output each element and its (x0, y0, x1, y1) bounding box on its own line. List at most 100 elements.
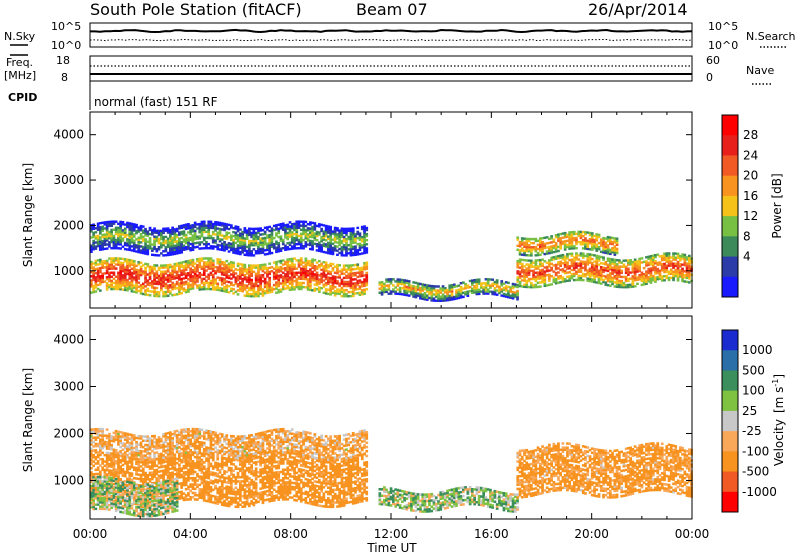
heatmap-cell (293, 243, 296, 246)
heatmap-cell (196, 278, 199, 281)
heatmap-cell (286, 262, 290, 265)
heatmap-cell (516, 266, 520, 269)
heatmap-cell (345, 227, 348, 231)
heatmap-cell (144, 289, 147, 292)
heatmap-cell (105, 288, 109, 291)
heatmap-cell (254, 266, 258, 269)
heatmap-cell (584, 264, 587, 268)
heatmap-cell (681, 253, 684, 256)
heatmap-cell (94, 462, 98, 465)
heatmap-cell (347, 229, 351, 233)
heatmap-cell (322, 232, 326, 235)
heatmap-cell (293, 271, 296, 275)
heatmap-cell (187, 274, 190, 277)
heatmap-cell (180, 271, 183, 274)
heatmap-cell (171, 238, 174, 242)
heatmap-cell (94, 286, 98, 289)
heatmap-cell (504, 289, 508, 292)
heatmap-cell (672, 276, 675, 280)
heatmap-cell (595, 237, 599, 240)
heatmap-cell (205, 257, 208, 260)
heatmap-cell (171, 271, 174, 274)
heatmap-cell (128, 459, 132, 462)
heatmap-cell (611, 278, 614, 282)
heatmap-cell (252, 284, 256, 288)
heatmap-cell (254, 227, 258, 230)
heatmap-cell (586, 259, 590, 262)
heatmap-cell (241, 243, 244, 246)
heatmap-cell (191, 258, 195, 262)
heatmap-cell (284, 224, 287, 227)
heatmap-cell (272, 267, 276, 270)
heatmap-cell (599, 240, 603, 243)
heatmap-cell (322, 250, 326, 254)
heatmap-cell (191, 485, 195, 488)
heatmap-cell (525, 259, 529, 262)
heatmap-cell (157, 274, 161, 277)
heatmap-cell (645, 282, 648, 285)
heatmap-cell (401, 287, 404, 290)
heatmap-cell (245, 286, 249, 289)
heatmap-cell (297, 259, 301, 262)
heatmap-cell (126, 268, 129, 272)
heatmap-cell (450, 284, 454, 287)
heatmap-cell (672, 266, 675, 269)
heatmap-cell (548, 249, 551, 253)
heatmap-cell (211, 282, 215, 285)
heatmap-cell (103, 260, 107, 263)
heatmap-cell (541, 243, 544, 246)
heatmap-cell (688, 258, 691, 262)
heatmap-cell (218, 264, 222, 267)
heatmap-cell (284, 279, 287, 282)
heatmap-cell (117, 234, 120, 238)
heatmap-cell (112, 285, 116, 289)
heatmap-cell (151, 233, 154, 236)
heatmap-cell (378, 291, 382, 294)
heatmap-cell (552, 250, 556, 254)
heatmap-cell (363, 225, 366, 228)
heatmap-cell (290, 231, 294, 234)
heatmap-cell (184, 262, 188, 265)
heatmap-cell (338, 290, 341, 293)
heatmap-cell (631, 281, 635, 284)
heatmap-cell (182, 483, 186, 487)
heatmap-cell (119, 243, 122, 246)
heatmap-cell (315, 275, 319, 279)
heatmap-cell (654, 266, 657, 269)
heatmap-cell (223, 234, 226, 238)
heatmap-cell (259, 284, 262, 287)
heatmap-cell (590, 236, 594, 239)
heatmap-cell (198, 466, 202, 470)
heatmap-cell (164, 247, 168, 251)
heatmap-cell (525, 279, 529, 283)
heatmap-cell (175, 470, 179, 473)
heatmap-cell (534, 250, 538, 253)
heatmap-cell (419, 297, 422, 300)
heatmap-cell (126, 287, 129, 290)
heatmap-cell (498, 289, 501, 293)
heatmap-cell (593, 242, 596, 246)
heatmap-cell (320, 287, 323, 290)
heatmap-cell (284, 262, 287, 266)
heatmap-cell (250, 268, 253, 271)
heatmap-cell (640, 261, 644, 264)
heatmap-cell (563, 261, 567, 265)
heatmap-cell (462, 287, 465, 290)
heatmap-cell (520, 247, 524, 250)
heatmap-cell (144, 262, 147, 266)
heatmap-cell (209, 273, 213, 276)
heatmap-cell (137, 261, 141, 264)
heatmap-cell (227, 244, 231, 247)
heatmap-cell (121, 261, 125, 265)
heatmap-cell (389, 282, 393, 285)
heatmap-cell (281, 238, 285, 242)
heatmap-cell (239, 263, 242, 266)
heatmap-cell (663, 270, 666, 274)
heatmap-cell (164, 270, 168, 273)
heatmap-cell (351, 286, 355, 289)
heatmap-cell (543, 272, 547, 275)
heatmap-cell (191, 283, 195, 286)
heatmap-cell (171, 287, 174, 291)
heatmap-cell (191, 277, 195, 280)
heatmap-cell (595, 262, 599, 266)
